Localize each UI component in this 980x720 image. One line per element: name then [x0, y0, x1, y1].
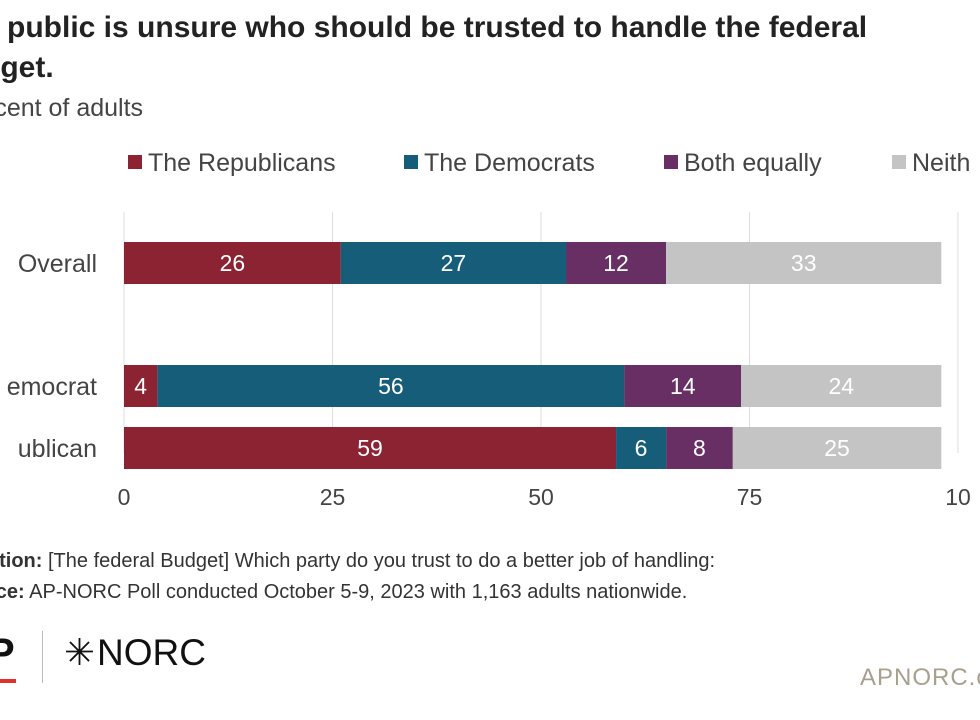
bar-value-label: 6: [635, 435, 648, 461]
category-label: Overall: [18, 250, 97, 278]
legend-swatch-0: [128, 155, 142, 169]
legend-swatch-3: [892, 155, 906, 169]
logo-divider: [42, 631, 43, 683]
question-label: stion:: [0, 550, 43, 572]
category-label: emocrat: [7, 373, 97, 401]
chart-subtitle: rcent of adults: [0, 94, 144, 122]
bar-segment: [624, 365, 742, 407]
bar-value-label: 33: [791, 250, 817, 276]
ap-logo: P: [0, 631, 15, 675]
source-note: rce: AP-NORC Poll conducted October 5-9,…: [0, 577, 715, 608]
bar-segment: [157, 365, 625, 407]
question-text: [The federal Budget] Which party do you …: [42, 550, 716, 572]
legend-label-2: Both equally: [684, 149, 822, 177]
bar-value-label: 25: [824, 435, 850, 461]
source-label: rce:: [0, 581, 25, 603]
chart-title-line1: e public is unsure who should be trusted…: [0, 11, 868, 44]
bar-segment: [732, 427, 942, 469]
bar-segment: [666, 242, 942, 284]
bar-value-label: 59: [357, 435, 383, 461]
legend-swatch-1: [404, 155, 418, 169]
legend-label-0: The Republicans: [148, 149, 336, 177]
bar-value-label: 4: [134, 373, 147, 399]
x-tick-label: 75: [737, 484, 763, 510]
source-text: AP-NORC Poll conducted October 5-9, 2023…: [24, 581, 688, 603]
norc-logo-text: NORC: [97, 632, 206, 673]
bar-segment: [616, 427, 667, 469]
chart-title-line2: dget.: [0, 51, 54, 84]
bar-value-label: 26: [220, 250, 246, 276]
bar-segment: [741, 365, 942, 407]
x-tick-label: 0: [118, 484, 131, 510]
bar-value-label: 12: [603, 250, 629, 276]
legend-swatch-2: [664, 155, 678, 169]
category-labels: Overall emocrat ublican: [7, 250, 97, 463]
site-url: APNORC.c: [860, 664, 980, 691]
x-tick-label: 50: [528, 484, 554, 510]
bar-value-label: 24: [828, 373, 854, 399]
logos: P ✳NORC: [0, 625, 300, 687]
bar-value-label: 14: [670, 373, 696, 399]
legend-label-1: The Democrats: [424, 149, 595, 177]
x-tick-label: 10: [945, 484, 971, 510]
legend: The Republicans The Democrats Both equally…: [128, 149, 970, 177]
bar-segment: [124, 365, 158, 407]
notes: stion: [The federal Budget] Which party …: [0, 546, 715, 608]
bar-segment: [666, 427, 733, 469]
chart-title: e public is unsure who should be trusted…: [0, 8, 962, 88]
x-axis-ticks: 0 25 50 75 10: [118, 484, 971, 510]
bar-value-label: 27: [441, 250, 467, 276]
ap-logo-underline: [0, 679, 16, 683]
norc-logo: ✳NORC: [64, 631, 206, 674]
norc-star-icon: ✳: [64, 632, 96, 673]
bar-segment: [124, 242, 341, 284]
bars: 26 27 12 33 4 56 14 24 59 6 8 25: [124, 242, 942, 469]
legend-label-3: Neith: [912, 149, 970, 177]
bar-segment: [124, 427, 617, 469]
bar-segment: [340, 242, 567, 284]
category-label: ublican: [18, 435, 97, 463]
x-tick-label: 25: [320, 484, 346, 510]
bar-value-label: 56: [378, 373, 404, 399]
stacked-bar-chart: The Republicans The Democrats Both equally…: [7, 149, 971, 510]
bar-segment: [566, 242, 667, 284]
bar-value-label: 8: [693, 435, 706, 461]
question-note: stion: [The federal Budget] Which party …: [0, 546, 715, 577]
